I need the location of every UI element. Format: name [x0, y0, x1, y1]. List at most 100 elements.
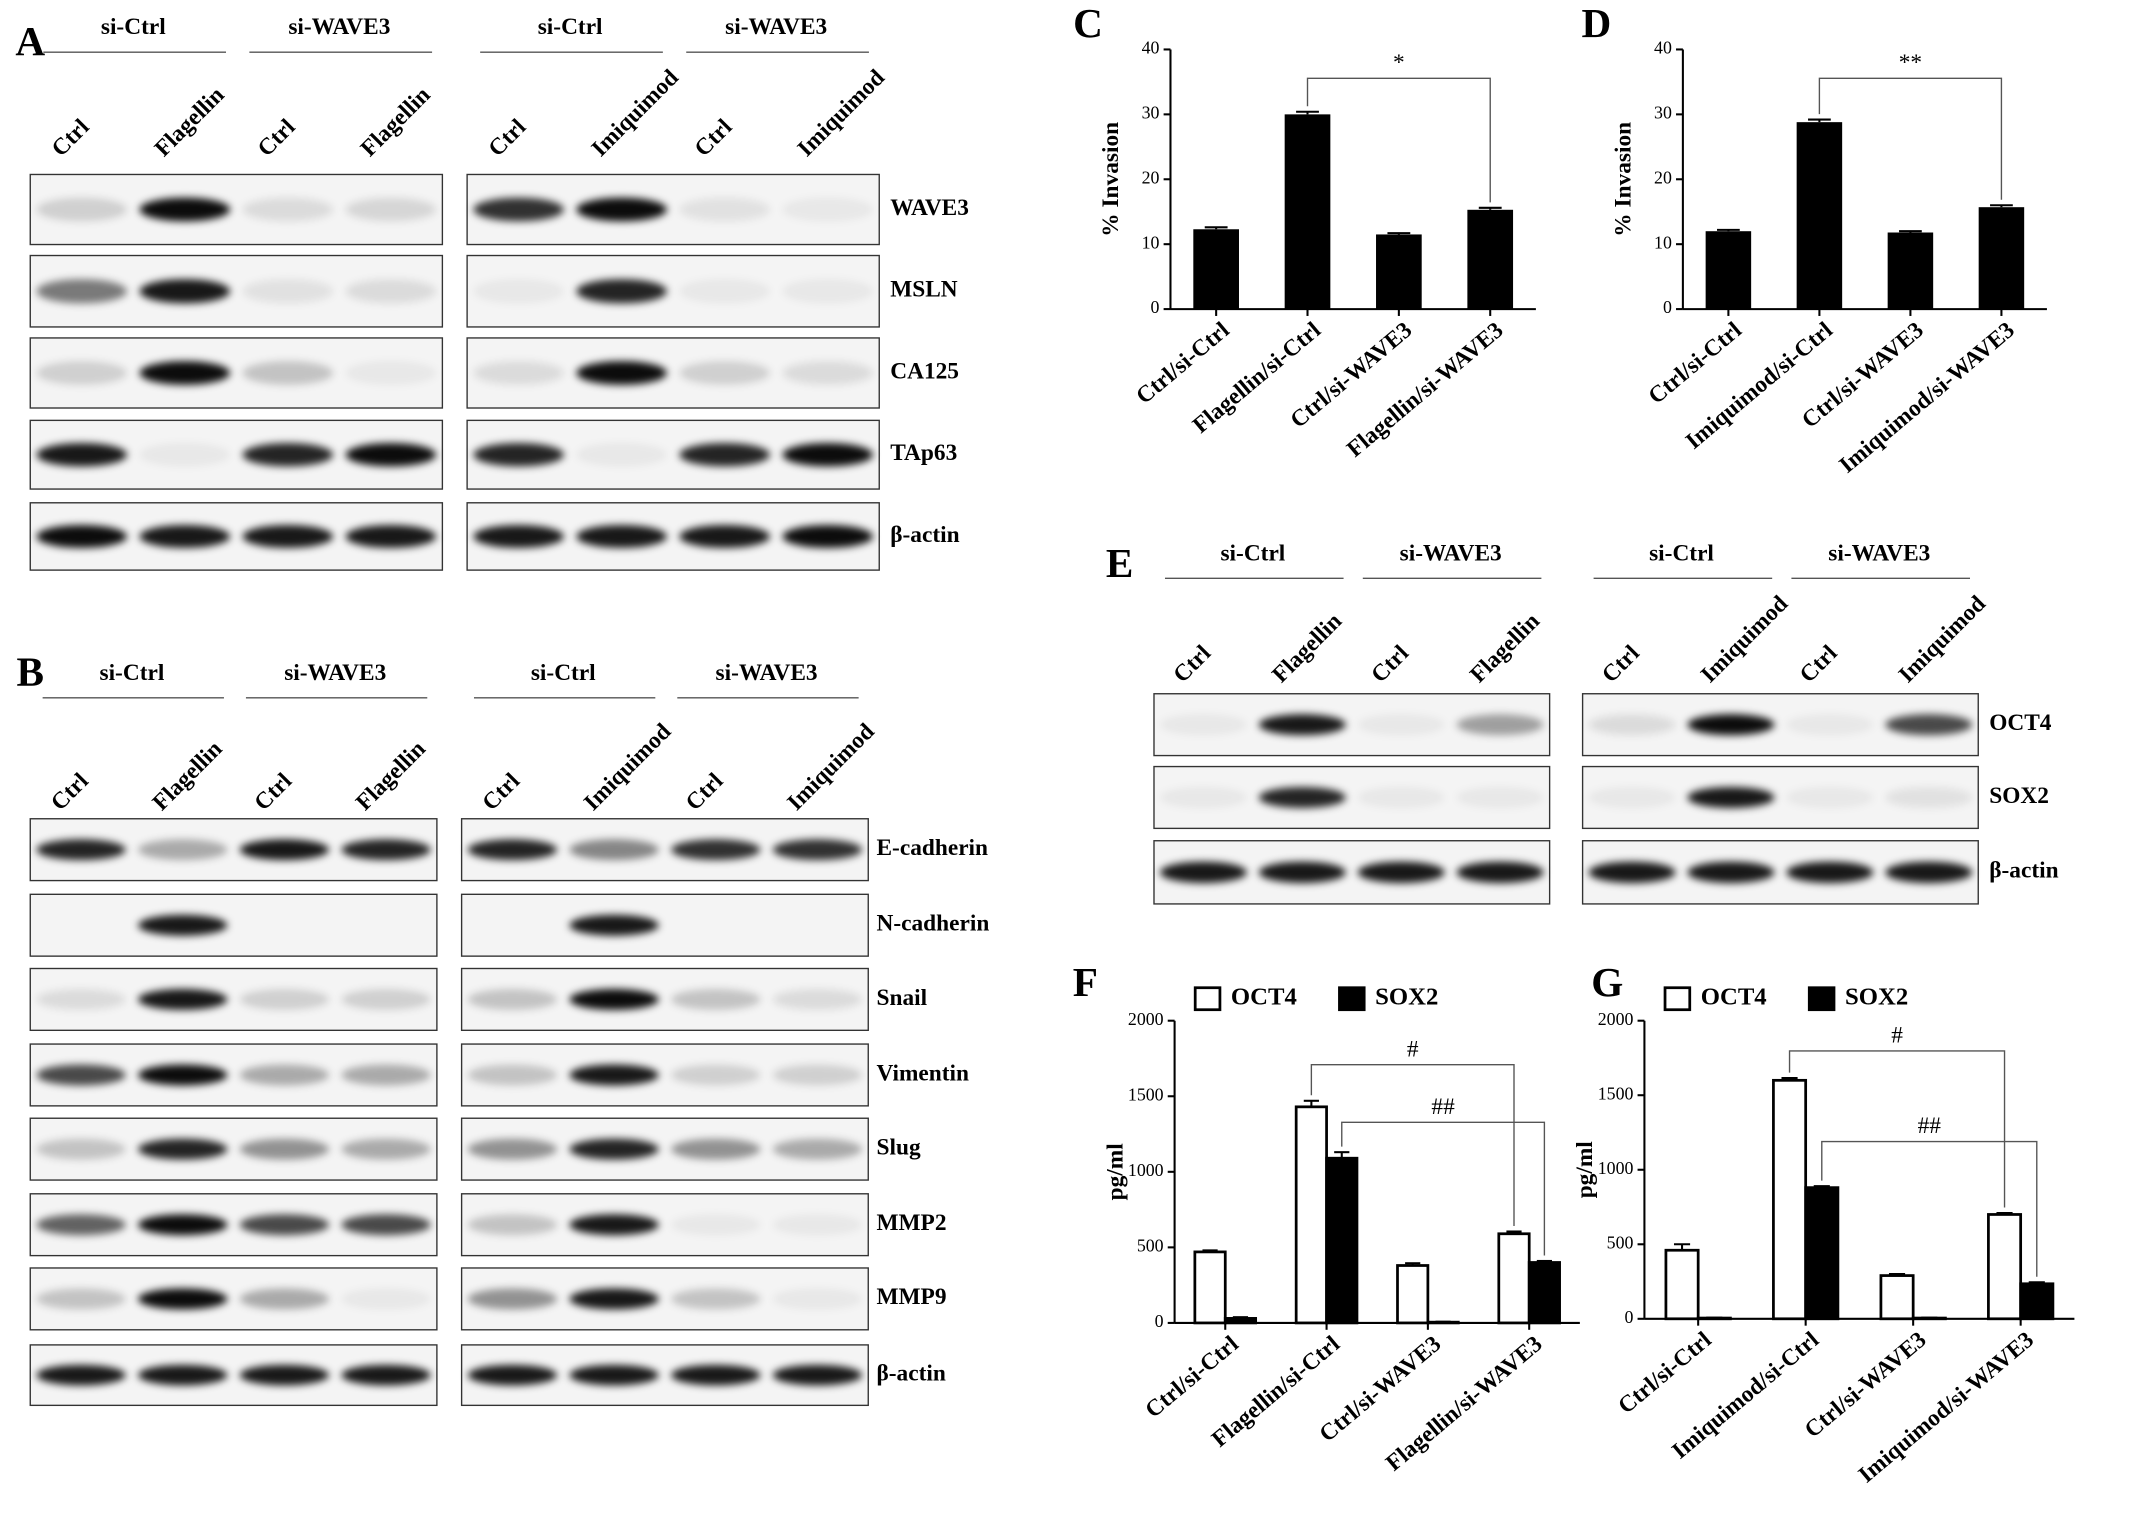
lane-label: Flagellin — [351, 736, 431, 816]
band — [138, 1288, 228, 1310]
band — [138, 839, 228, 861]
band — [345, 525, 437, 548]
band — [341, 1138, 431, 1160]
band — [1588, 786, 1676, 808]
protein-label: MSLN — [890, 277, 958, 303]
band — [671, 988, 761, 1010]
band — [773, 915, 862, 936]
significance-label: * — [1393, 50, 1405, 76]
band — [473, 197, 564, 222]
band — [1258, 861, 1346, 884]
lane-label: Imiquimod — [587, 65, 684, 162]
protein-label: CA125 — [890, 358, 959, 384]
band — [345, 279, 437, 304]
band — [341, 988, 431, 1010]
protein-label: TAp63 — [890, 440, 957, 466]
lane-label: Ctrl — [477, 768, 525, 816]
band — [782, 197, 874, 222]
bar — [2019, 1282, 2055, 1321]
band — [1687, 786, 1775, 808]
band — [36, 1288, 126, 1310]
band — [341, 839, 431, 861]
panel-label: E — [1106, 540, 1133, 586]
y-axis-label: pg/ml — [1572, 1141, 1598, 1199]
lane-label: Ctrl — [1366, 640, 1414, 688]
band — [569, 988, 659, 1010]
band — [242, 279, 334, 304]
band — [242, 361, 334, 385]
lane-label: Imiquimod — [793, 65, 890, 162]
band — [341, 915, 430, 936]
y-tick-label: 1500 — [1598, 1083, 1634, 1103]
band — [569, 1138, 659, 1160]
protein-label: N-cadherin — [876, 911, 989, 937]
legend-label: OCT4 — [1701, 983, 1767, 1010]
bar — [1796, 122, 1843, 310]
band — [467, 1214, 558, 1236]
significance-label: ** — [1899, 50, 1922, 76]
band — [138, 914, 228, 936]
lane-label: Imiquimod — [1894, 591, 1991, 688]
band — [473, 279, 564, 304]
lane-label: Ctrl — [484, 114, 532, 162]
band — [679, 443, 771, 467]
band — [576, 525, 667, 548]
lane-label: Ctrl — [249, 768, 297, 816]
band — [576, 361, 667, 385]
lane-label: Imiquimod — [1696, 591, 1793, 688]
band — [138, 988, 228, 1010]
band — [1159, 786, 1247, 808]
band — [36, 1138, 126, 1160]
band — [345, 197, 437, 222]
group-label: si-WAVE3 — [725, 14, 827, 40]
band — [1588, 861, 1676, 884]
y-tick-label: 1000 — [1128, 1160, 1164, 1180]
band — [772, 988, 863, 1010]
y-tick-label: 1000 — [1598, 1158, 1634, 1178]
band — [36, 197, 128, 222]
bar — [1325, 1156, 1359, 1325]
group-label: si-WAVE3 — [288, 14, 390, 40]
protein-label: OCT4 — [1989, 710, 2052, 736]
lane-label: Ctrl — [47, 114, 95, 162]
band — [782, 361, 874, 385]
band — [1357, 786, 1445, 808]
band — [1456, 786, 1544, 808]
band — [772, 1138, 863, 1160]
band — [139, 197, 231, 222]
band — [341, 1364, 431, 1386]
bar — [1527, 1261, 1561, 1325]
bar — [1497, 1232, 1531, 1325]
band — [569, 1214, 659, 1236]
y-tick-label: 0 — [1155, 1311, 1164, 1331]
band — [36, 1214, 126, 1236]
lane-label: Flagellin — [148, 736, 228, 816]
y-axis-label: % Invasion — [1098, 122, 1124, 237]
protein-label: β-actin — [1989, 858, 2058, 884]
band — [1786, 786, 1874, 808]
band — [467, 1138, 558, 1160]
legend-swatch — [1193, 986, 1222, 1012]
bar — [1193, 1250, 1227, 1325]
bar — [1887, 232, 1934, 310]
lane-label: Flagellin — [1465, 608, 1545, 688]
group-label: si-Ctrl — [1220, 540, 1285, 566]
bar — [1294, 1105, 1328, 1325]
significance-bracket — [1788, 1050, 2006, 1208]
band — [679, 197, 771, 222]
band — [569, 914, 659, 936]
band — [679, 279, 771, 304]
band — [1258, 786, 1346, 808]
band — [473, 443, 564, 467]
panel-label: C — [1073, 0, 1103, 46]
band — [239, 1288, 330, 1310]
band — [139, 361, 231, 385]
band — [782, 279, 874, 304]
significance-bracket — [1306, 77, 1491, 203]
band — [467, 1288, 558, 1310]
bar — [1804, 1186, 1840, 1321]
band — [1258, 714, 1346, 736]
y-tick-label: 0 — [1151, 297, 1160, 317]
band — [671, 1214, 761, 1236]
